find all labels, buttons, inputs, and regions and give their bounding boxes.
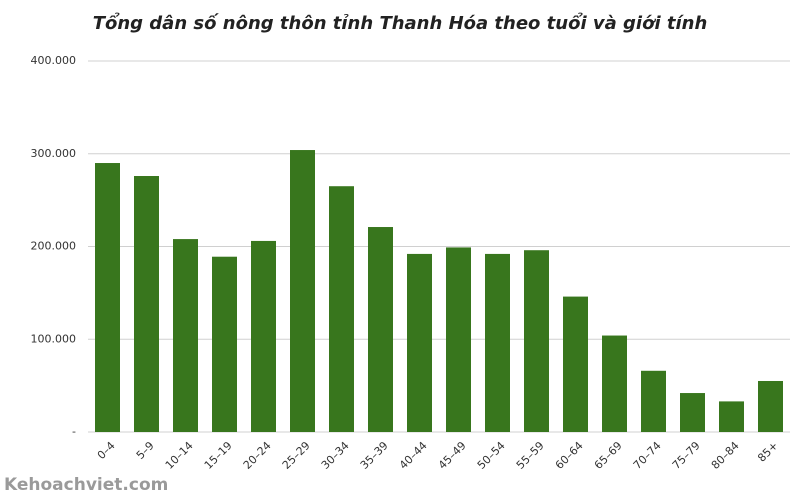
y-tick-label: 300.000 bbox=[31, 147, 77, 160]
bar bbox=[446, 247, 471, 432]
bar bbox=[563, 296, 588, 432]
x-tick-label: 15–19 bbox=[202, 439, 235, 472]
bar bbox=[290, 150, 315, 433]
x-tick-label: 75–79 bbox=[670, 439, 703, 472]
x-tick-label: 65–69 bbox=[592, 439, 625, 472]
bar bbox=[407, 253, 432, 432]
bar bbox=[329, 186, 354, 432]
x-tick-label: 30–34 bbox=[319, 439, 352, 472]
bar bbox=[212, 256, 237, 432]
bar bbox=[368, 227, 393, 432]
x-tick-label: 0–4 bbox=[95, 439, 118, 462]
x-tick-label: 35–39 bbox=[358, 439, 391, 472]
bar bbox=[758, 380, 783, 432]
y-tick-label: 400.000 bbox=[31, 54, 77, 67]
x-tick-label: 70–74 bbox=[631, 439, 664, 472]
bar bbox=[641, 370, 666, 432]
x-tick-label: 40–44 bbox=[397, 439, 430, 472]
x-tick-label: 5–9 bbox=[134, 439, 157, 462]
y-tick-label: 200.000 bbox=[31, 240, 77, 253]
x-tick-label: 60–64 bbox=[553, 439, 586, 472]
x-tick-label: 85+ bbox=[755, 439, 781, 465]
bar bbox=[95, 163, 120, 432]
bar bbox=[680, 393, 705, 432]
bar bbox=[173, 239, 198, 432]
x-tick-label: 45–49 bbox=[436, 439, 469, 472]
x-tick-label: 10–14 bbox=[163, 439, 196, 472]
bar bbox=[485, 253, 510, 432]
bar bbox=[251, 240, 276, 432]
x-tick-label: 55–59 bbox=[514, 439, 547, 472]
x-tick-label: 80–84 bbox=[709, 439, 742, 472]
bar bbox=[524, 250, 549, 432]
bar bbox=[134, 176, 159, 432]
chart-title: Tổng dân số nông thôn tỉnh Thanh Hóa the… bbox=[93, 12, 708, 34]
x-tick-label: 20–24 bbox=[241, 439, 274, 472]
x-tick-label: 25–29 bbox=[280, 439, 313, 472]
watermark: Kehoachviet.com bbox=[4, 475, 168, 495]
x-tick-label: 50–54 bbox=[475, 439, 508, 472]
bar bbox=[602, 335, 627, 432]
y-tick-label: - bbox=[72, 425, 76, 438]
y-tick-label: 100.000 bbox=[31, 332, 77, 345]
bar bbox=[719, 401, 744, 432]
